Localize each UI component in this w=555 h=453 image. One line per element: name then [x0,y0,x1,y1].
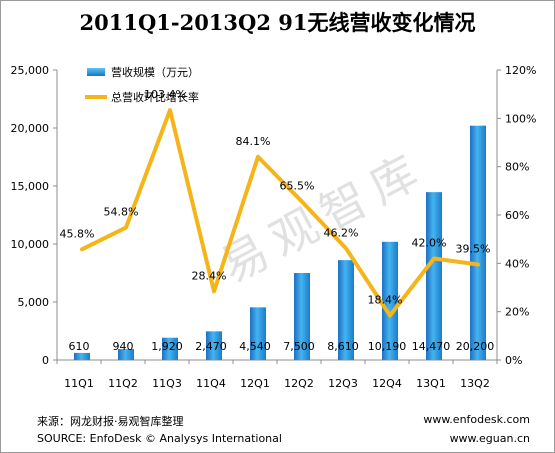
y-left-tick-label: 20,000 [11,122,50,135]
bar-value-label: 10,190 [368,340,407,353]
line-value-label: 84.1% [236,135,271,148]
x-tick-label: 12Q1 [240,377,270,390]
line-value-label: 39.5% [456,243,491,256]
y-right-tick-label: 20% [505,306,529,319]
bar-value-label: 8,610 [327,340,359,353]
line-value-label: 45.8% [60,227,95,240]
line-value-label: 28.4% [192,269,227,282]
bar-value-label: 2,470 [195,340,227,353]
x-tick-label: 11Q1 [64,377,94,390]
bar-value-label: 610 [69,340,90,353]
watermark: 易观智库 [212,140,435,293]
legend-line-label: 总营收环比增长率 [111,90,199,104]
bar-value-label: 4,540 [239,340,271,353]
line-value-label: 65.5% [280,180,315,193]
bar [74,352,90,360]
y-left-tick-label: 5,000 [18,296,50,309]
y-right-tick-label: 80% [505,161,529,174]
bar [294,273,310,360]
bar-value-label: 20,200 [456,340,495,353]
url-enfodesk: www.enfodesk.com [423,413,530,426]
bar [206,331,222,360]
bar [162,337,178,360]
chart-title: 2011Q1-2013Q2 91无线营收变化情况 [79,10,476,35]
y-right-tick-label: 40% [505,257,529,270]
x-tick-label: 11Q4 [196,377,226,390]
url-eguan: www.eguan.cn [449,432,530,445]
line-value-label: 54.8% [104,206,139,219]
bar-value-label: 940 [113,340,134,353]
bar [470,125,486,361]
y-left-tick-label: 10,000 [11,238,50,251]
x-tick-label: 12Q2 [284,377,314,390]
bar [118,349,134,360]
y-right-tick-label: 120% [505,64,536,77]
growth-line [80,108,480,318]
bar [338,260,354,360]
bar-value-label: 14,470 [412,340,451,353]
line-value-label: 46.2% [324,226,359,239]
y-right-tick-label: 100% [505,112,536,125]
line-value-label: 42.0% [412,237,447,250]
y-left-tick-label: 15,000 [11,180,50,193]
legend-bar-label: 营收规模（万元） [111,65,199,79]
y-left-tick-label: 25,000 [11,64,50,77]
x-tick-label: 12Q3 [328,377,358,390]
x-tick-label: 13Q2 [460,377,490,390]
source-en: SOURCE: EnfoDesk © Analysys Internationa… [37,432,282,445]
x-tick-label: 11Q2 [108,377,138,390]
x-tick-label: 12Q4 [372,377,402,390]
source-cn: 来源：网龙财报·易观智库整理 [37,415,184,428]
y-right-tick-label: 60% [505,209,529,222]
y-left-tick-label: 0 [42,354,49,367]
x-tick-label: 13Q1 [416,377,446,390]
bar [426,192,442,360]
y-right-tick-label: 0% [505,354,522,367]
x-tick-label: 11Q3 [152,377,182,390]
legend-bar-swatch [87,68,105,76]
bar-value-label: 7,500 [283,340,315,353]
bar [382,241,398,360]
bar-value-label: 1,920 [151,340,183,353]
bar [250,307,266,360]
line-value-label: 103.4% [144,88,186,101]
line-value-label: 18.4% [368,294,403,307]
